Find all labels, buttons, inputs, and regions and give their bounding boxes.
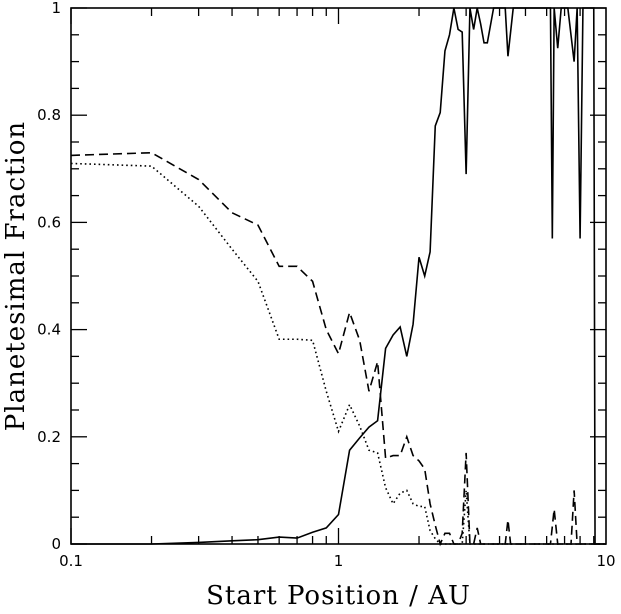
x-tick-label: 10 [596, 552, 615, 570]
y-tick-label: 0 [51, 535, 61, 553]
x-tick-label: 0.1 [59, 552, 83, 570]
x-tick-label: 1 [334, 552, 344, 570]
tick-layer [70, 7, 606, 545]
plot-frame [70, 7, 607, 545]
y-axis-label: Planetesimal Fraction [1, 121, 31, 431]
y-tick-label: 0.8 [37, 106, 61, 124]
series-line-solid [71, 7, 606, 545]
tick-label-layer: 0.1 1 10 0 0.2 0.4 0.6 0.8 1 [37, 0, 615, 570]
y-tick-label: 0.2 [37, 428, 61, 446]
x-axis-label: Start Position / AU [206, 581, 471, 611]
series-layer [70, 7, 606, 547]
y-tick-label: 0.6 [37, 213, 61, 231]
series-line-dotted [70, 162, 606, 545]
y-tick-label: 0.4 [37, 321, 61, 339]
series-line-dashed [70, 151, 606, 547]
y-tick-label: 1 [51, 0, 61, 17]
